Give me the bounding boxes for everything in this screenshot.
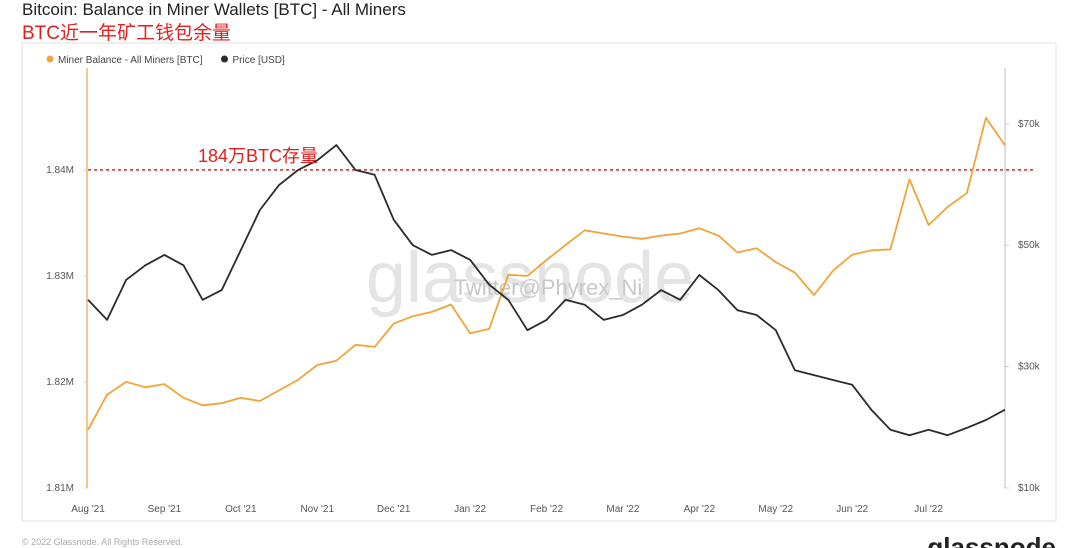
watermark: glassnode (366, 238, 694, 318)
x-tick-label: Oct '21 (225, 504, 257, 515)
x-tick-label: Nov '21 (300, 504, 334, 515)
x-tick-label: Sep '21 (148, 504, 182, 515)
legend-marker (46, 55, 54, 63)
y-tick-label: 1.84M (46, 165, 74, 176)
x-tick-label: May '22 (758, 504, 793, 515)
y2-tick-label: $50k (1018, 240, 1041, 251)
footer: © 2022 Glassnode. All Rights Reserved. (22, 537, 183, 547)
x-tick-label: Jun '22 (836, 504, 868, 515)
chart-title: Bitcoin: Balance in Miner Wallets [BTC] … (22, 0, 406, 19)
plot-frame (21, 42, 1057, 522)
series-line (87, 116, 1006, 431)
x-tick-label: Mar '22 (606, 504, 639, 515)
chart-subtitle: BTC近一年矿工钱包余量 (22, 22, 231, 44)
y2-tick-label: $10k (1018, 483, 1041, 494)
y2-tick-label: $30k (1018, 362, 1041, 373)
x-tick-label: Jul '22 (914, 504, 943, 515)
legend-label: Miner Balance - All Miners [BTC] (58, 55, 203, 66)
x-tick-label: Dec '21 (377, 504, 411, 515)
y2-tick-label: $70k (1018, 119, 1041, 130)
y-tick-label: 1.83M (46, 271, 74, 282)
legend-label: Price [USD] (233, 55, 285, 66)
x-tick-label: Aug '21 (71, 504, 105, 515)
credit-watermark: Twitter@Phyrex_Ni (454, 275, 643, 300)
x-tick-label: Apr '22 (684, 504, 716, 515)
x-tick-label: Jan '22 (454, 504, 486, 515)
logo: glassnode (927, 532, 1056, 548)
y-tick-label: 1.81M (46, 483, 74, 494)
series-line (87, 144, 1006, 437)
x-tick-label: Feb '22 (530, 504, 563, 515)
legend-marker (221, 55, 228, 63)
annotation-label: 184万BTC存量 (198, 146, 318, 166)
y-tick-label: 1.82M (46, 377, 74, 388)
